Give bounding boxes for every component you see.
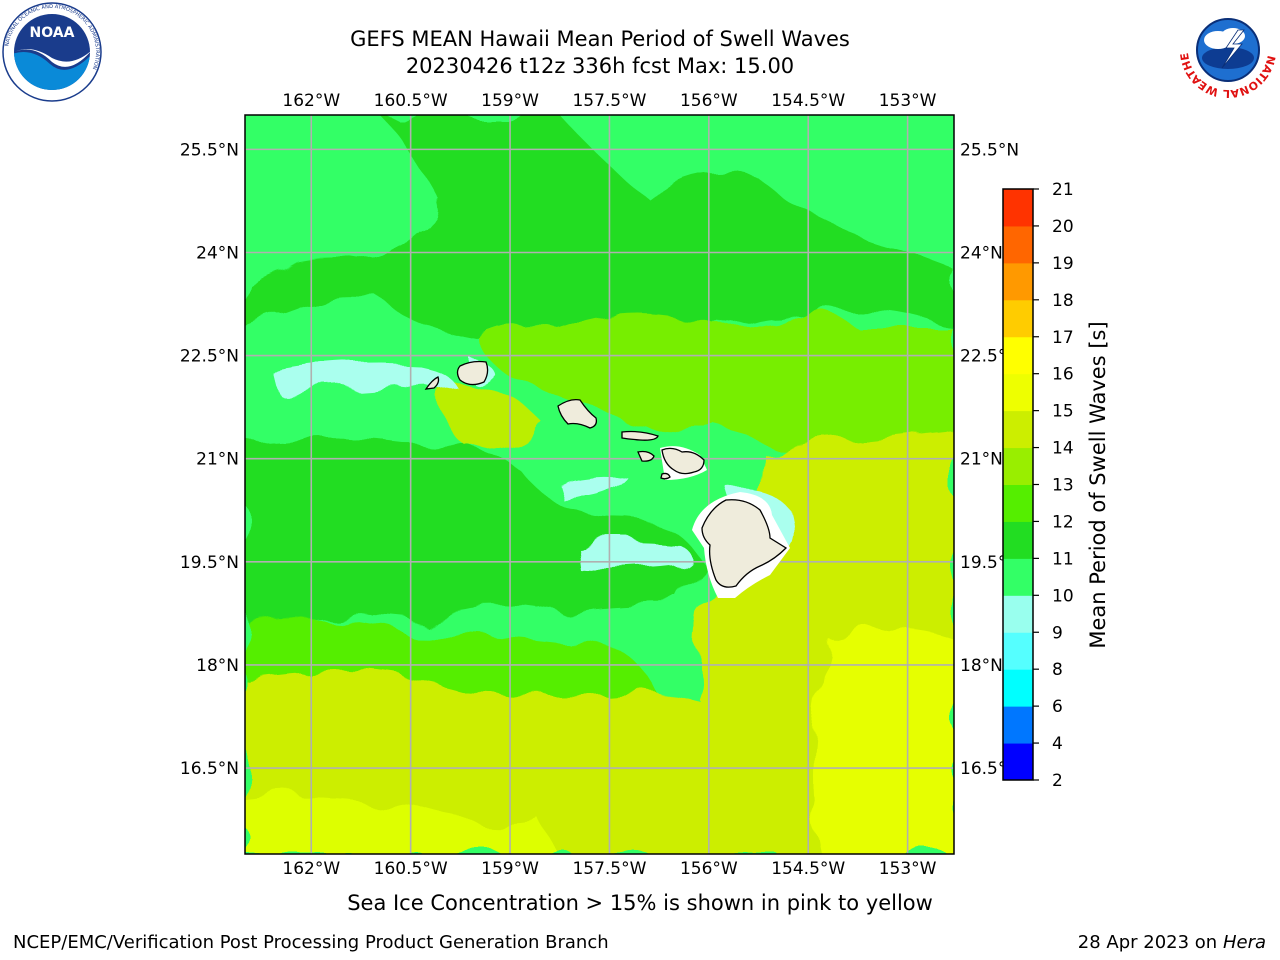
colorbar-tick-label: 14 [1052,439,1074,459]
lat-tick-right: 21°N [960,450,1003,470]
lon-tick-top: 156°W [680,91,738,111]
lon-tick-top: 162°W [282,91,340,111]
colorbar-segment [1003,521,1033,559]
lat-tick-left: 22.5°N [180,347,239,367]
lat-tick-left: 19.5°N [180,553,239,573]
lon-tick-bottom: 153°W [879,859,937,879]
colorbar-segment [1003,410,1033,449]
colorbar-tick-label: 19 [1052,254,1074,274]
colorbar-tick-label: 10 [1052,586,1074,606]
colorbar-tick-label: 15 [1052,402,1074,422]
run-date-text: 28 Apr 2023 on [1077,932,1223,953]
lat-tick-left: 16.5°N [180,759,239,779]
colorbar-segment [1003,189,1033,227]
lon-tick-top: 153°W [879,91,937,111]
lon-tick-top: 157.5°W [572,91,646,111]
island-maui [661,447,705,475]
lon-tick-bottom: 157.5°W [572,859,646,879]
lat-tick-left: 25.5°N [180,140,239,160]
island-hawaii [701,499,788,588]
lat-tick-left: 18°N [196,656,239,676]
colorbar-segment [1003,743,1033,781]
colorbar-segment [1003,447,1033,485]
nws-logo-icon: NATIONAL WEATHER SERVICE [1178,2,1278,98]
colorbar-tick-label: 17 [1052,328,1074,348]
lon-tick-top: 154.5°W [771,91,845,111]
credit-line: NCEP/EMC/Verification Post Processing Pr… [13,932,609,953]
colorbar-tick-label: 16 [1052,365,1074,385]
colorbar-tick-label: 4 [1052,734,1063,754]
colorbar-tick-label: 13 [1052,476,1074,496]
lat-tick-right: 24°N [960,243,1003,263]
hawaiian-islands [424,360,790,598]
colorbar-segment [1003,299,1033,338]
island-niihau [424,376,440,390]
graticule [245,115,954,854]
colorbar-tick-label: 6 [1052,697,1063,717]
colorbar-segment [1003,336,1033,375]
colorbar-segment [1003,595,1033,633]
colorbar-segment [1003,632,1033,670]
island-kauai [456,360,489,386]
lon-tick-bottom: 156°W [680,859,738,879]
island-molokai [621,430,659,441]
lat-tick-right: 25.5°N [960,140,1019,160]
lon-tick-bottom: 160.5°W [374,859,448,879]
colorbar-segment [1003,669,1033,707]
colorbar: 2 4 6 8 9 10 11 12 13 14 15 16 17 18 19 20 21 [1002,180,1074,791]
colorbar-segment [1003,484,1033,522]
lon-tick-top: 160.5°W [374,91,448,111]
colorbar-tick-label: 18 [1052,291,1074,311]
colorbar-segment [1003,225,1033,264]
swell-period-field [245,115,954,854]
colorbar-label: Mean Period of Swell Waves [s] [1086,321,1110,648]
sea-ice-note: Sea Ice Concentration > 15% is shown in … [347,891,933,915]
map-subtitle: 20230426 t12z 336h fcst Max: 15.00 [405,54,795,78]
lon-tick-bottom: 162°W [282,859,340,879]
colorbar-segment [1003,558,1033,596]
colorbar-tick-label: 11 [1052,549,1074,569]
colorbar-tick-label: 9 [1052,623,1063,643]
island-kahoolawe [660,472,671,480]
colorbar-segment [1003,373,1033,412]
lon-tick-top: 159°W [481,91,539,111]
colorbar-segment [1003,262,1033,301]
lat-tick-left: 24°N [196,243,239,263]
island-lanai [637,450,655,462]
map-title: GEFS MEAN Hawaii Mean Period of Swell Wa… [350,27,850,51]
noaa-logo-text: NOAA [30,25,75,41]
colorbar-tick-label: 20 [1052,217,1074,237]
lat-tick-right: 18°N [960,656,1003,676]
lon-tick-bottom: 154.5°W [771,859,845,879]
map-frame [244,114,955,855]
island-oahu [557,398,598,429]
noaa-logo-icon: NOAA NATIONAL OCEANIC AND ATMOSPHERIC AD… [2,2,102,102]
colorbar-tick-label: 12 [1052,512,1074,532]
colorbar-tick-label: 2 [1052,771,1063,791]
lat-tick-left: 21°N [196,450,239,470]
colorbar-segment [1003,706,1033,744]
run-date: 28 Apr 2023 on Hera [1078,932,1266,953]
colorbar-tick-label: 21 [1052,180,1074,200]
run-machine: Hera [1222,932,1266,953]
colorbar-tick-label: 8 [1052,660,1063,680]
lon-tick-bottom: 159°W [481,859,539,879]
